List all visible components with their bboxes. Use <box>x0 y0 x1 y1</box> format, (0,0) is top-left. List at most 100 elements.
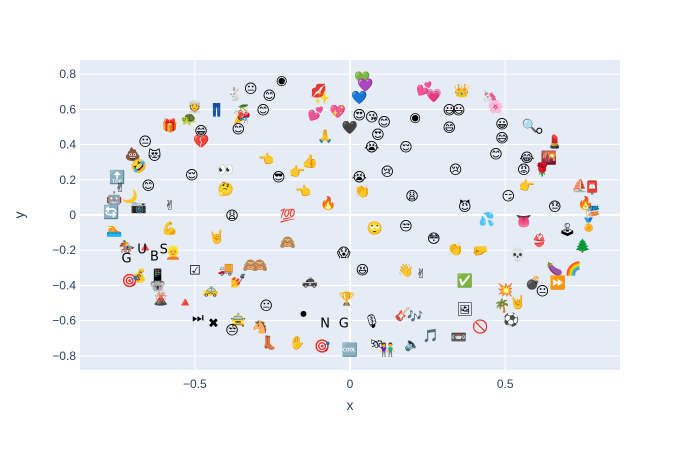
scatter-point: 🔥 <box>578 196 594 212</box>
y-tick-label: 0.4 <box>59 138 76 152</box>
scatter-point: 😌 <box>185 168 199 183</box>
scatter-point: 😻 <box>148 148 162 164</box>
scatter-point: 😈 <box>458 199 472 215</box>
scatter-point: 😐 <box>536 285 550 300</box>
scatter-point: 🦄 <box>482 90 498 106</box>
scatter-points: 👳🐇 😐◉💋✨💚💜 💕💗 👑 🦄🌸🐢👖 🍒🎉😊 💙💕 💖 😍😘😊 ◉ 😃😄 😀 🔍⚪🎁 😁 😊 🙏🖤 😍 😅😐 💔 😭… <box>103 71 600 358</box>
scatter-point: 😭 <box>364 140 379 155</box>
scatter-point: 💙 <box>351 90 368 106</box>
scatter-point: ☑ <box>189 264 201 279</box>
x-tick-labels: −0.5 0 0.5 <box>183 377 514 391</box>
scatter-point: 😐 <box>244 82 258 97</box>
scatter-point: 😳 <box>427 232 441 247</box>
scatter-point: 🔝 <box>109 169 125 185</box>
scatter-point: 👢 <box>261 335 277 351</box>
scatter-point: ⏭ <box>192 311 204 326</box>
scatter-point: ⚪ <box>534 124 545 139</box>
scatter-point: 🌸 <box>488 99 504 115</box>
scatter-point: 👋 <box>398 263 414 279</box>
y-tick-label: −0.2 <box>52 243 76 257</box>
scatter-point: 🔥 <box>320 196 336 212</box>
scatter-point: ✌ <box>416 267 427 282</box>
scatter-point: 💕 <box>308 106 324 122</box>
scatter-point: 👙 <box>531 232 547 249</box>
scatter-point: G <box>122 251 132 266</box>
scatter-point: 👀 <box>218 163 234 178</box>
scatter-point: 😍 <box>353 109 367 124</box>
scatter-point: 😡 <box>517 163 531 178</box>
scatter-point: 🌇 <box>541 150 557 166</box>
scatter-point: 😃 <box>452 103 466 118</box>
scatter-point: 😭 <box>352 170 367 185</box>
scatter-point: 👖 <box>208 102 224 118</box>
scatter-point: 😘 <box>365 110 379 125</box>
scatter-point: B <box>150 250 159 265</box>
scatter-point: 💕 <box>416 81 432 97</box>
scatter-point: 😓 <box>548 200 562 215</box>
scatter-point: N <box>320 316 330 331</box>
scatter-point: 😄 <box>443 121 457 136</box>
scatter-point: 🚖 <box>230 312 246 328</box>
scatter-point: 🙈 <box>243 258 259 273</box>
scatter-point: 🤖 <box>106 190 122 206</box>
scatter-point: 👉 <box>289 164 305 180</box>
scatter-point: ✅ <box>457 273 473 289</box>
scatter-point: 😁 <box>194 124 208 139</box>
scatter-point: 😩 <box>405 190 419 205</box>
scatter-point: 🎁 <box>162 118 178 134</box>
scatter-point: 🙈 <box>252 258 268 273</box>
x-axis-title: x <box>347 397 354 413</box>
scatter-point: 🖼 <box>457 302 474 317</box>
scatter-point: ✌ <box>115 181 126 196</box>
scatter-point: 💖 <box>329 104 346 120</box>
scatter-point: 🌹 <box>534 161 550 178</box>
scatter-point: 😂 <box>519 151 534 166</box>
y-tick-label: −0.6 <box>52 314 76 328</box>
scatter-point: 💀 <box>509 247 525 263</box>
scatter-point: 💯 <box>280 208 296 224</box>
scatter-point: 🔄 <box>103 204 119 220</box>
scatter-point: 📼 <box>451 331 467 346</box>
scatter-point: 🕹 <box>559 223 576 238</box>
scatter-point: 🌲 <box>575 238 591 254</box>
scatter-point: 🙏 <box>317 129 333 145</box>
scatter-point: 😢 <box>380 165 394 180</box>
scatter-point: ⚽ <box>502 312 519 328</box>
scatter-point: 😐 <box>138 135 152 150</box>
y-tick-label: 0 <box>69 208 76 222</box>
scatter-point: ⚫ <box>298 308 309 323</box>
scatter-point: 🐨 <box>149 279 165 294</box>
y-tick-label: −0.8 <box>52 349 76 363</box>
scatter-point: 🐢 <box>181 112 197 127</box>
scatter-point: 🚕 <box>202 283 218 298</box>
scatter-point: 😊 <box>377 116 391 131</box>
scatter-point: 🏅 <box>581 217 597 233</box>
scatter-point: ✖ <box>208 316 219 331</box>
scatter-point: 🔺 <box>137 241 153 256</box>
scatter-point: 🍆 <box>547 261 563 277</box>
scatter-point: 😌 <box>399 140 413 155</box>
scatter-point: 🚓 <box>302 274 318 289</box>
scatter-point: 💥 <box>497 282 513 298</box>
scatter-point: 😀 <box>495 117 509 132</box>
scatter-point: 👳 <box>187 99 203 115</box>
scatter-point: 🔍 <box>522 117 538 134</box>
scatter-point: 💋 <box>311 83 327 99</box>
scatter-point: 🎙 <box>363 314 380 330</box>
scatter-point: 💔 <box>193 134 210 150</box>
scatter-point: 😊 <box>256 103 270 118</box>
scatter-point: 🍒 <box>236 104 252 120</box>
x-tick-label: 0.5 <box>497 377 514 391</box>
scatter-point: 🎶 <box>407 308 423 324</box>
scatter-point: 👉 <box>519 178 535 194</box>
scatter-point: 😒 <box>399 220 413 235</box>
scatter-point: 👱 <box>165 244 181 261</box>
scatter-point: ✌ <box>165 198 176 213</box>
y-tick-label: 0.6 <box>59 102 76 116</box>
scatter-point: 👏 <box>447 241 463 257</box>
scatter-point: 😊 <box>489 147 503 162</box>
scatter-point: S <box>160 242 168 257</box>
scatter-point: 🏆 <box>339 291 355 307</box>
scatter-point: 💄 <box>547 133 563 150</box>
